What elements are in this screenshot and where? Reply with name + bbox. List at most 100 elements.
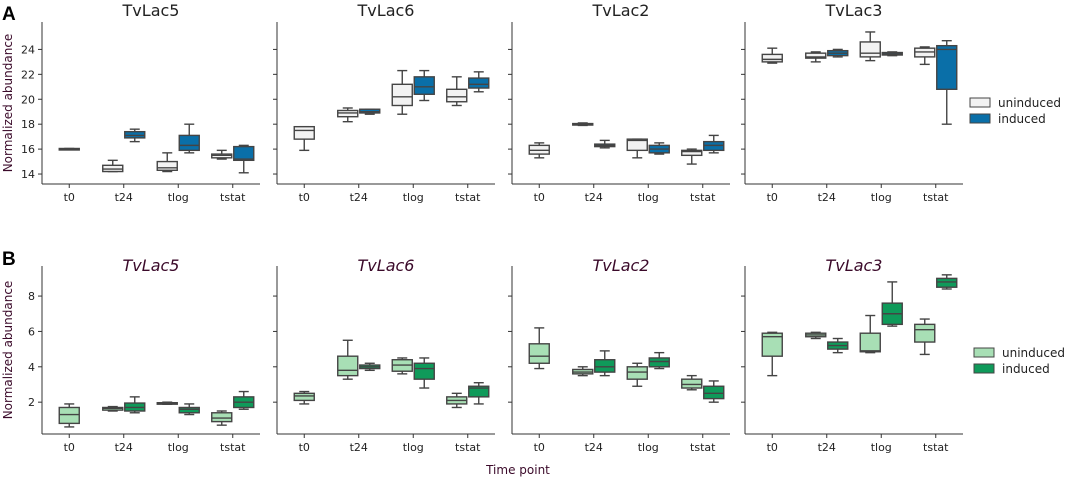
box-uninduced-t24 [572,366,594,377]
box-iqr [468,77,490,89]
x-tick-label: tstat [220,441,246,454]
y-tick-label: 20 [21,93,35,106]
box-iqr [859,41,881,58]
box-iqr [681,378,703,389]
box-induced-tlog [413,69,435,102]
panel-a-letter: A [2,4,16,25]
box-iqr [156,160,178,171]
box-uninduced-t24 [337,339,359,380]
subplot-tvlac3: TvLac3 t0 t24 tlog tstat [741,256,963,454]
box-uninduced-tstat [681,374,703,391]
box-uninduced-tstat [446,392,468,409]
x-tick-label: tstat [690,441,716,454]
subplot-title: TvLac2 [592,1,650,20]
box-uninduced-t0 [58,147,80,151]
box-iqr [413,76,435,95]
box-uninduced-tlog [859,31,881,62]
legend-label-induced: induced [1002,362,1050,376]
y-axis-label: Normalized abundance [1,281,15,420]
box-induced-tlog [881,281,903,327]
box-iqr [681,149,703,157]
legend-label-induced: induced [998,112,1046,126]
box-induced-tstat [468,71,490,93]
box-induced-tstat [936,39,958,125]
box-induced-tlog [648,351,670,370]
box-iqr [859,332,881,353]
x-tick-label: t0 [767,441,778,454]
x-tick-label: tstat [923,441,949,454]
box-iqr [293,392,315,402]
x-tick-label: tlog [403,191,424,204]
x-tick-label: tstat [690,191,716,204]
box-uninduced-t0 [58,403,80,428]
box-iqr [761,332,783,357]
box-iqr [648,357,670,368]
x-tick-label: t24 [115,441,133,454]
box-iqr [626,138,648,152]
legend-label-uninduced: uninduced [1002,346,1065,360]
box-uninduced-tlog [859,314,881,354]
box-iqr [468,385,490,398]
legend-label-uninduced: uninduced [998,96,1061,110]
x-tick-label: tstat [220,191,246,204]
x-tick-label: t24 [818,441,836,454]
box-uninduced-tlog [156,401,178,405]
box-iqr [178,406,200,414]
x-tick-label: tlog [168,441,189,454]
box-induced-tstat [703,380,725,403]
box-uninduced-tstat [446,76,468,107]
box-induced-t24 [594,350,616,377]
y-axis-label: Normalized abundance [1,34,15,173]
y-tick-label: 22 [21,68,35,81]
subplot-title: TvLac6 [357,1,415,20]
box-uninduced-tstat [681,148,703,165]
box-uninduced-tlog [626,138,648,159]
box-uninduced-tstat [914,46,936,66]
box-induced-t24 [359,108,381,115]
x-tick-label: tstat [455,191,481,204]
panel-b: Normalized abundance TvLac5 2 4 6 8 t0 t24 tlog t… [1,256,1065,454]
box-uninduced-t0 [761,331,783,377]
box-induced-t24 [594,139,616,149]
box-iqr [391,83,413,107]
box-uninduced-t24 [102,159,124,173]
box-iqr [337,355,359,377]
box-uninduced-t0 [293,390,315,405]
subplot-tvlac6: TvLac6 t0 t24 tlog tstat [273,256,495,454]
y-tick-label: 16 [21,143,35,156]
box-iqr [936,44,958,90]
subplot-tvlac5: TvLac5 14 16 18 20 22 24 t0 t24 tlog tstat [21,1,260,204]
subplot-title: TvLac3 [826,256,883,275]
x-tick-label: t24 [585,191,603,204]
box-uninduced-tlog [156,152,178,173]
box-uninduced-tlog [391,357,413,375]
x-tick-label: t24 [585,441,603,454]
x-tick-label: t24 [115,191,133,204]
x-tick-label: tlog [638,441,659,454]
subplot-tvlac6: TvLac6 t0 t24 tlog tstat [273,1,495,204]
box-uninduced-t0 [528,327,550,370]
box-iqr [233,145,255,162]
box-iqr [761,53,783,63]
box-induced-tlog [648,142,670,155]
box-induced-t24 [827,48,849,58]
box-induced-tlog [881,51,903,57]
x-tick-label: t0 [64,191,75,204]
box-uninduced-t24 [572,122,594,127]
legend: uninduced induced [973,346,1065,376]
box-iqr [626,366,648,380]
x-tick-label: tlog [871,441,892,454]
x-tick-label: t24 [350,441,368,454]
legend-swatch-induced [969,113,991,124]
panel-b-letter: B [2,249,16,270]
box-uninduced-t0 [761,47,783,64]
box-uninduced-t0 [293,125,315,152]
box-uninduced-tlog [626,362,648,387]
subplot-tvlac2: TvLac2 t0 t24 tlog tstat [508,1,730,204]
box-uninduced-t24 [102,405,124,412]
box-uninduced-tstat [211,149,233,160]
box-uninduced-tstat [211,410,233,426]
box-iqr [58,406,80,425]
box-induced-tlog [178,403,200,416]
